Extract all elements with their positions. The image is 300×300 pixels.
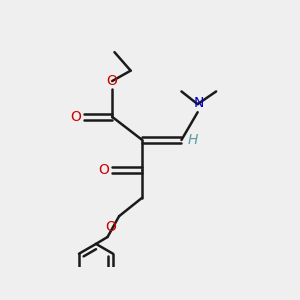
Text: O: O <box>70 110 81 124</box>
Text: O: O <box>105 220 116 234</box>
Text: O: O <box>98 163 109 177</box>
Text: N: N <box>194 96 204 110</box>
Text: O: O <box>107 74 118 88</box>
Text: H: H <box>187 133 198 147</box>
